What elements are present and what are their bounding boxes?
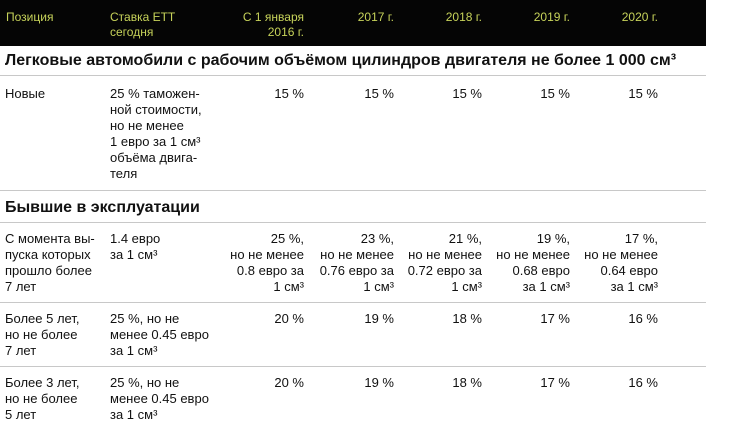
divider — [0, 366, 706, 367]
row-position: Более 5 лет, но не более 7 лет — [5, 311, 80, 358]
row-current-rate: 25 % таможен- ной стоимости, но не менее… — [110, 86, 202, 181]
row-2019: 19 %, но не менее 0.68 евро за 1 см³ — [496, 231, 570, 294]
row-2019: 17 % — [540, 375, 570, 390]
row-2019: 17 % — [540, 311, 570, 326]
row-position: Более 3 лет, но не более 5 лет — [5, 375, 80, 422]
divider — [0, 75, 706, 76]
row-position: Новые — [5, 86, 46, 101]
row-2017: 15 % — [364, 86, 394, 101]
row-from-2016: 25 %, но не менее 0.8 евро за 1 см³ — [230, 231, 304, 294]
row-2017: 19 % — [364, 375, 394, 390]
row-2020: 16 % — [628, 375, 658, 390]
row-2018: 18 % — [452, 311, 482, 326]
divider — [0, 302, 706, 303]
header-current-rate: Ставка ЕТТ сегодня — [110, 10, 176, 39]
row-2018: 21 %, но не менее 0.72 евро за 1 см³ — [407, 231, 482, 294]
row-2017: 23 %, но не менее 0.76 евро за 1 см³ — [319, 231, 394, 294]
row-2017: 19 % — [364, 311, 394, 326]
row-from-2016: 20 % — [274, 375, 304, 390]
row-current-rate: 1.4 евро за 1 см³ — [110, 231, 161, 262]
page-margin — [706, 0, 752, 436]
row-current-rate: 25 %, но не менее 0.45 евро за 1 см³ — [110, 311, 209, 358]
row-2019: 15 % — [540, 86, 570, 101]
section-title-passenger-cars: Легковые автомобили с рабочим объёмом ци… — [5, 52, 677, 69]
row-2020: 16 % — [628, 311, 658, 326]
row-2020: 17 %, но не менее 0.64 евро за 1 см³ — [584, 231, 658, 294]
divider — [0, 222, 706, 223]
header-2020: 2020 г. — [621, 10, 658, 24]
divider — [0, 190, 706, 191]
row-2020: 15 % — [628, 86, 658, 101]
row-from-2016: 15 % — [274, 86, 304, 101]
header-2018: 2018 г. — [445, 10, 482, 24]
table-header: Позиция Ставка ЕТТ сегодня С 1 января 20… — [0, 0, 706, 46]
header-2019: 2019 г. — [533, 10, 570, 24]
row-2018: 15 % — [452, 86, 482, 101]
section-title-used-cars: Бывшие в эксплуатации — [5, 199, 200, 216]
row-2018: 18 % — [452, 375, 482, 390]
row-from-2016: 20 % — [274, 311, 304, 326]
row-current-rate: 25 %, но не менее 0.45 евро за 1 см³ — [110, 375, 209, 422]
header-position: Позиция — [6, 10, 54, 24]
row-position: С момента вы- пуска которых прошло более… — [5, 231, 95, 294]
header-2017: 2017 г. — [357, 10, 394, 24]
header-from-2016: С 1 января 2016 г. — [242, 10, 304, 39]
